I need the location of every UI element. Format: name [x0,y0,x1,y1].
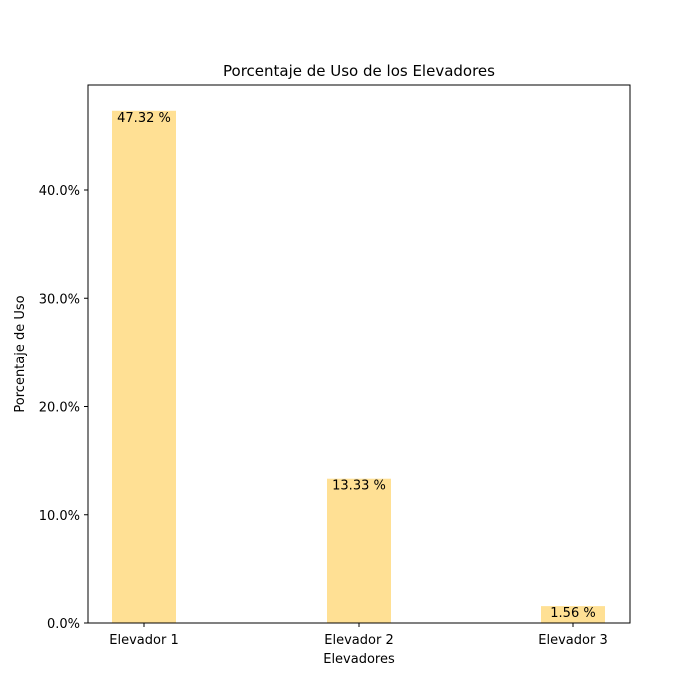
x-tick-label: Elevador 3 [538,633,607,648]
bar [327,478,391,623]
bar-value-label: 13.33 % [332,479,386,494]
y-tick-label: 40.0% [39,184,80,199]
bar-value-label: 1.56 % [550,606,595,621]
x-tick-label: Elevador 2 [324,633,393,648]
chart-title: Porcentaje de Uso de los Elevadores [223,62,495,80]
plot-area: 47.32 % 13.33 % 1.56 % [112,110,605,624]
bar [112,110,176,624]
y-tick-label: 10.0% [39,509,80,524]
y-tick-label: 30.0% [39,292,80,307]
y-axis-label: Porcentaje de Uso [13,295,28,412]
y-tick-label: 20.0% [39,401,80,416]
x-tick-label: Elevador 1 [109,633,178,648]
x-axis-label: Elevadores [323,652,395,667]
bar [541,606,605,623]
bar-value-label: 47.32 % [117,111,171,126]
y-tick-label: 0.0% [47,617,80,632]
